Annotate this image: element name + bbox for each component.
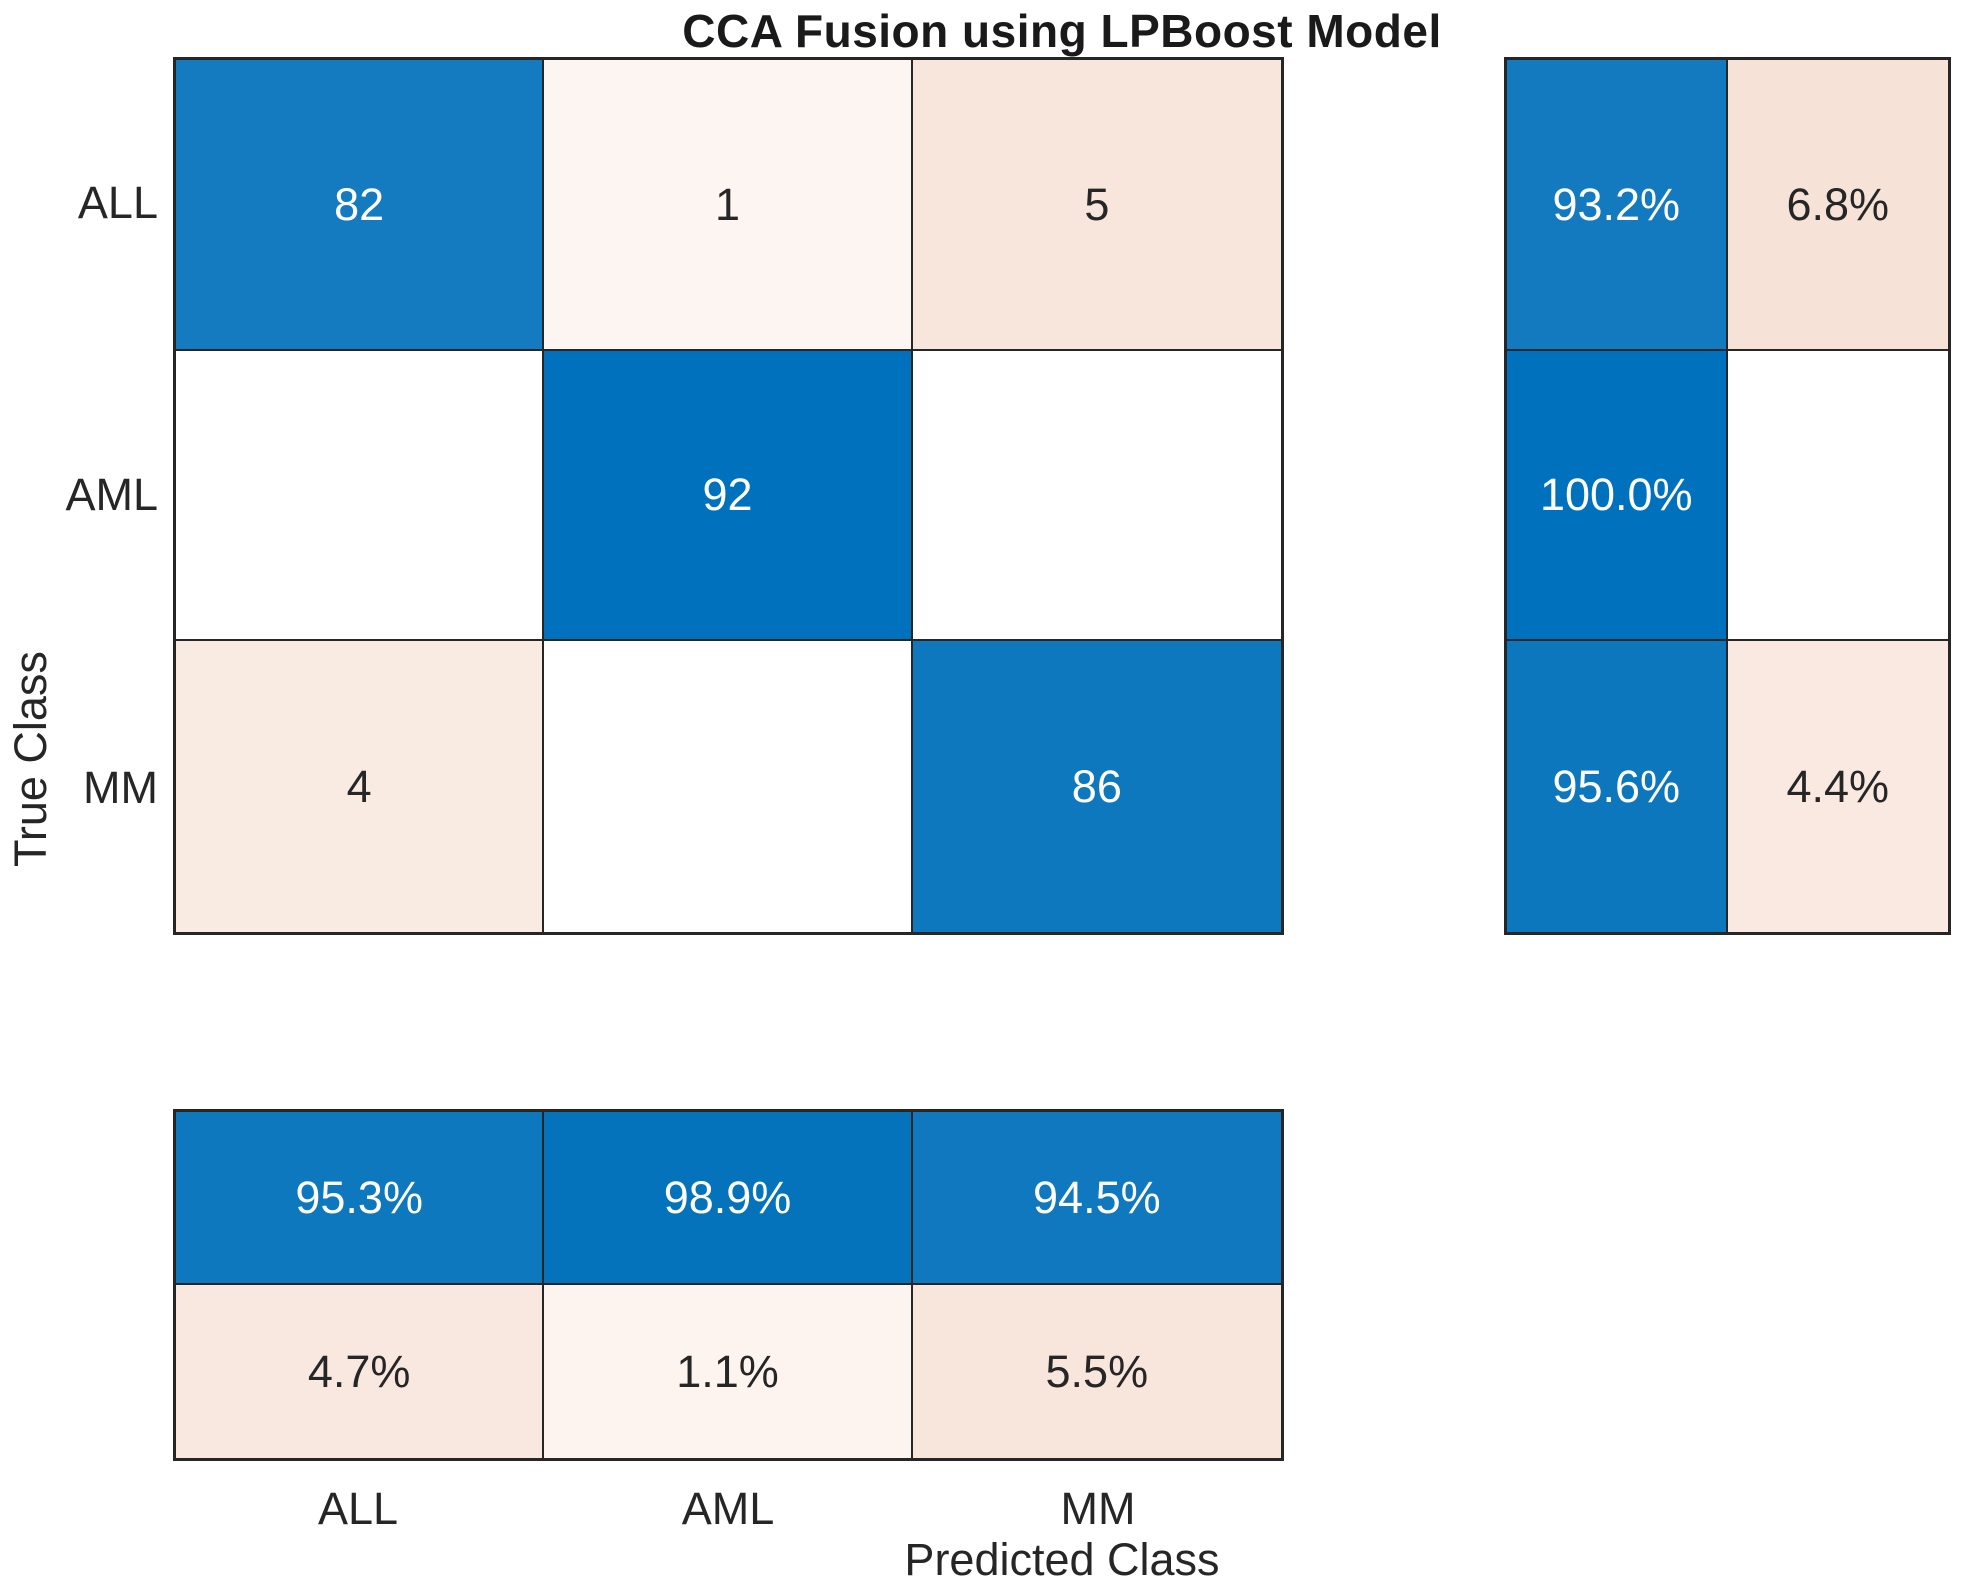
confusion-count-cell: 5 [912, 60, 1281, 351]
confusion-count-cell: 1 [544, 60, 913, 351]
col-summary-cell: 98.9% [544, 1112, 913, 1285]
col-summary-cell: 4.7% [176, 1285, 545, 1458]
confusion-matrix-grid: 82 1 5 92 4 86 [173, 57, 1284, 935]
y-tick-aml: AML [65, 469, 158, 520]
row-summary-panel: 93.2% 6.8% 100.0% 95.6% 4.4% [1504, 57, 1951, 935]
row-summary-cell: 100.0% [1507, 350, 1728, 642]
confusion-count-cell [912, 350, 1281, 642]
row-summary-cell: 93.2% [1507, 60, 1728, 351]
column-summary-panel: 95.3% 98.9% 94.5% 4.7% 1.1% 5.5% [173, 1109, 1284, 1461]
x-tick-aml: AML [681, 1483, 775, 1534]
x-tick-all: ALL [317, 1483, 399, 1534]
x-tick-mm: MM [1060, 1483, 1136, 1534]
confusion-count-cell: 92 [544, 350, 913, 642]
confusion-count-cell [544, 641, 913, 932]
y-tick-mm: MM [83, 762, 158, 813]
row-summary-cell: 95.6% [1507, 641, 1728, 932]
y-axis-label: True Class [5, 651, 56, 867]
col-summary-cell: 95.3% [176, 1112, 545, 1285]
col-summary-cell: 1.1% [544, 1285, 913, 1458]
chart-title: CCA Fusion using LPBoost Model [682, 5, 1442, 57]
confusion-count-cell: 86 [912, 641, 1281, 932]
col-summary-cell: 5.5% [912, 1285, 1281, 1458]
row-summary-cell: 4.4% [1727, 641, 1948, 932]
confusion-count-cell: 82 [176, 60, 545, 351]
col-summary-cell: 94.5% [912, 1112, 1281, 1285]
row-summary-cell [1727, 350, 1948, 642]
x-axis-label: Predicted Class [904, 1534, 1220, 1585]
y-tick-all: ALL [77, 177, 158, 228]
row-summary-cell: 6.8% [1727, 60, 1948, 351]
confusion-count-cell [176, 350, 545, 642]
confusion-count-cell: 4 [176, 641, 545, 932]
